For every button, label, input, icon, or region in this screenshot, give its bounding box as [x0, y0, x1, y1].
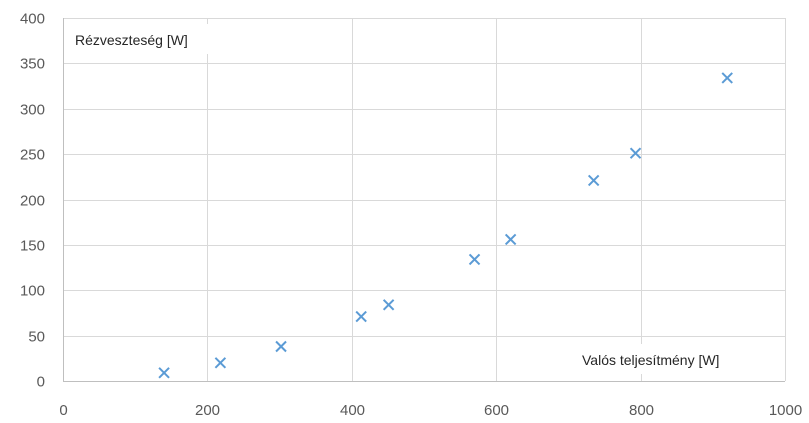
x-axis-label: Valós teljesítmény [W] [582, 352, 719, 368]
gridlines [63, 18, 786, 381]
marker-stroke [382, 299, 395, 311]
marker-stroke [275, 340, 287, 353]
data-point [721, 72, 733, 84]
axes [63, 18, 785, 382]
marker-stroke [629, 147, 642, 159]
marker-stroke [355, 310, 367, 323]
x-tick-label: 0 [59, 402, 67, 419]
data-point [587, 174, 600, 187]
x-tick-label: 200 [195, 402, 220, 419]
tick-labels: 0 50 100 150 200 250 300 350 400 0 200 400 600 800 100… [20, 11, 802, 420]
data-point [275, 340, 287, 353]
x-tick-label: 600 [484, 402, 509, 419]
data-point [158, 367, 170, 379]
axis-labels: Rézveszteség [W] Valós teljesítmény [W] [64, 24, 784, 374]
y-tick-label: 400 [20, 11, 45, 28]
y-tick-label: 350 [20, 56, 45, 73]
data-point [504, 233, 517, 246]
marker-stroke [504, 233, 517, 246]
marker-stroke [468, 253, 481, 266]
y-axis-label-backdrop [64, 24, 214, 54]
marker-stroke [587, 174, 600, 187]
data-point [355, 310, 367, 323]
y-tick-label: 50 [28, 329, 45, 346]
data-point [382, 299, 395, 311]
y-tick-label: 0 [37, 374, 45, 391]
data-point [214, 357, 227, 369]
y-tick-label: 250 [20, 147, 45, 164]
x-tick-label: 800 [629, 402, 654, 419]
y-tick-label: 300 [20, 102, 45, 119]
data-point [629, 147, 642, 159]
marker-stroke [721, 72, 733, 84]
y-tick-label: 150 [20, 238, 45, 255]
y-tick-label: 200 [20, 193, 45, 210]
data-point [468, 253, 481, 266]
x-axis-label-backdrop [576, 344, 784, 374]
data-markers [158, 72, 733, 379]
marker-stroke [214, 357, 227, 369]
y-axis-label: Rézveszteség [W] [75, 32, 188, 48]
marker-stroke [158, 367, 170, 379]
y-tick-label: 100 [20, 283, 45, 300]
x-tick-label: 1000 [769, 402, 802, 419]
x-tick-label: 400 [340, 402, 365, 419]
